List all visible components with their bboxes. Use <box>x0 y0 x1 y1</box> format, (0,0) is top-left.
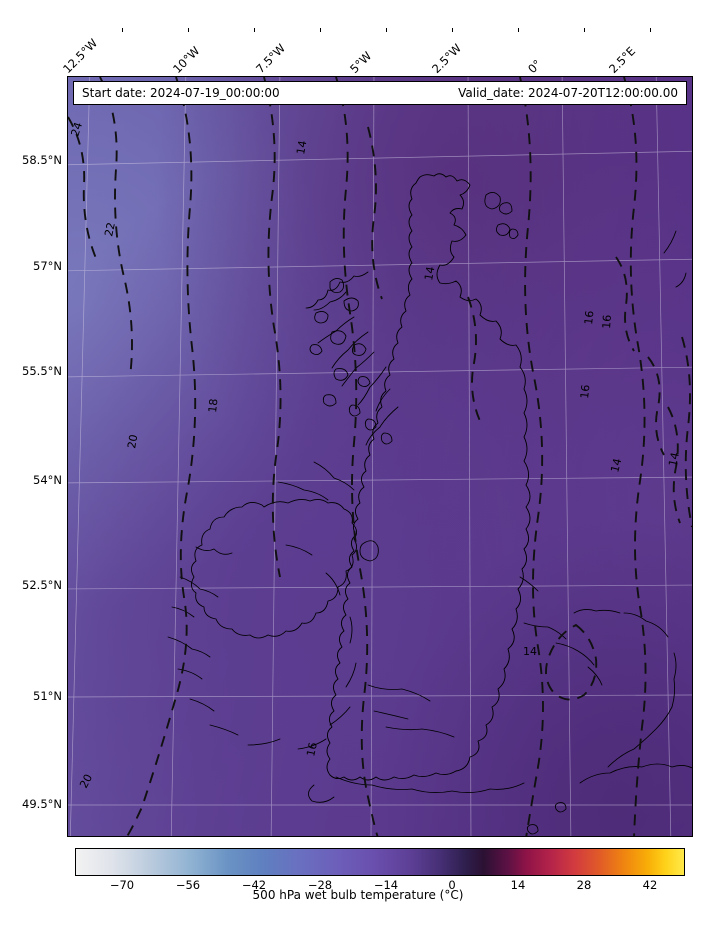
colorbar-tickmark-4 <box>386 28 387 32</box>
contour-labels: 24 22 20 20 18 16 16 16 14 14 16 14 14 1… <box>68 121 681 791</box>
contour-label-24: 24 <box>68 121 85 138</box>
colorbar-tickmark-0 <box>122 28 123 32</box>
lat-tick-1: 57°N <box>33 259 62 273</box>
colorbar-tick-0: −70 <box>109 878 135 892</box>
colorbar-gradient <box>75 848 685 876</box>
lat-tick-2: 55.5°N <box>22 364 62 378</box>
lat-tick-5: 51°N <box>33 689 62 703</box>
contour-label-14c: 14 <box>608 457 624 474</box>
lat-tick-3: 54°N <box>33 473 62 487</box>
colorbar-tickmark-1 <box>188 28 189 32</box>
colorbar <box>75 848 685 876</box>
colorbar-tick-2: −42 <box>241 878 267 892</box>
map-panel[interactable]: 24 22 20 20 18 16 16 16 14 14 16 14 14 1… <box>67 76 693 837</box>
contour-label-14d: 14 <box>666 451 682 467</box>
contour-label-16e: 16 <box>578 384 592 399</box>
colorbar-tickmark-2 <box>254 28 255 32</box>
contour-label-18: 18 <box>206 398 220 413</box>
start-date-label: Start date: 2024-07-19_00:00:00 <box>82 86 280 100</box>
contour-label-20b: 20 <box>77 772 95 790</box>
colorbar-tick-4: −14 <box>373 878 399 892</box>
colorbar-tick-3: −28 <box>307 878 333 892</box>
lon-tick-3: 5°W <box>347 48 375 76</box>
colorbar-tick-8: 42 <box>642 878 658 892</box>
colorbar-tick-1: −56 <box>175 878 201 892</box>
contour-label-14e: 14 <box>523 645 537 658</box>
contour-label-14a: 14 <box>294 139 309 155</box>
contour-label-22: 22 <box>102 221 118 237</box>
valid-date-label: Valid_date: 2024-07-20T12:00:00.00 <box>458 86 678 100</box>
colorbar-tickmark-7 <box>584 28 585 32</box>
map-svg: 24 22 20 20 18 16 16 16 14 14 16 14 14 1… <box>68 77 692 836</box>
contour-label-16a: 16 <box>304 741 320 757</box>
colorbar-tick-6: 14 <box>510 878 526 892</box>
contour-lines <box>68 77 692 836</box>
lon-tick-4: 2.5°W <box>429 41 465 76</box>
contour-label-16b: 16 <box>582 310 596 325</box>
contour-label-20a: 20 <box>125 433 140 449</box>
contour-label-14b: 14 <box>422 265 437 281</box>
lon-tick-1: 10°W <box>170 43 203 76</box>
colorbar-tickmark-3 <box>320 28 321 32</box>
colorbar-tickmark-6 <box>518 28 519 32</box>
lon-tick-6: 2.5°E <box>606 43 639 76</box>
lon-tick-2: 7.5°W <box>253 41 289 76</box>
colorbar-tick-5: 0 <box>448 878 456 892</box>
graticule <box>68 77 692 836</box>
colorbar-tickmark-5 <box>452 28 453 32</box>
info-bar: Start date: 2024-07-19_00:00:00 Valid_da… <box>73 81 687 105</box>
colorbar-label: 500 hPa wet bulb temperature (°C) <box>252 888 464 902</box>
colorbar-tick-7: 28 <box>576 878 592 892</box>
lat-tick-6: 49.5°N <box>22 797 62 811</box>
lat-tick-0: 58.5°N <box>22 153 62 167</box>
lon-tick-5: 0° <box>525 56 545 76</box>
lat-tick-4: 52.5°N <box>22 578 62 592</box>
contour-label-16d: 16 <box>600 314 614 329</box>
lon-tick-0: 12.5°W <box>60 35 101 76</box>
colorbar-tickmark-8 <box>650 28 651 32</box>
map-canvas: 24 22 20 20 18 16 16 16 14 14 16 14 14 1… <box>68 77 692 836</box>
coastline <box>167 173 692 835</box>
